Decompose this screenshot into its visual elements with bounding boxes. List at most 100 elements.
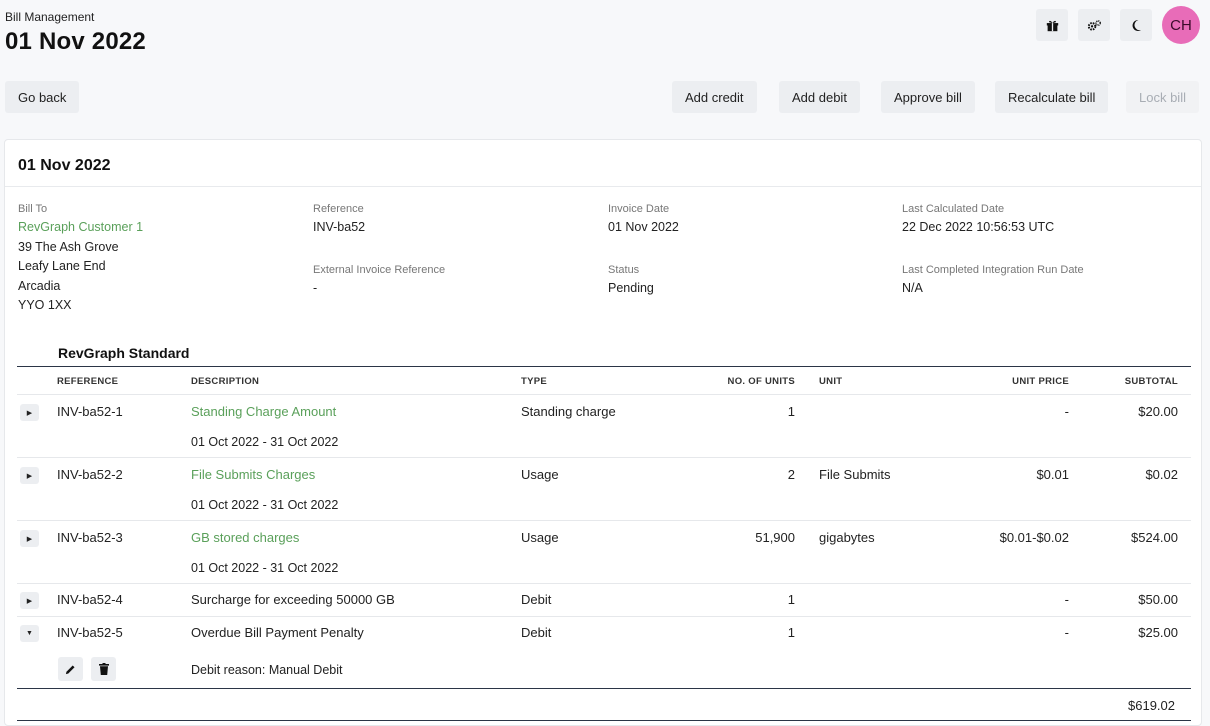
expand-row-button[interactable]: ▶ — [20, 592, 39, 609]
card-title: 01 Nov 2022 — [18, 157, 111, 174]
row-units: 51,900 — [755, 530, 795, 545]
external-reference-label: External Invoice Reference — [313, 264, 446, 276]
row-reference: INV-ba52-4 — [57, 592, 123, 607]
row-reference: INV-ba52-2 — [57, 467, 123, 482]
row-period: 01 Oct 2022 - 31 Oct 2022 — [191, 498, 339, 512]
row-reference: INV-ba52-3 — [57, 530, 123, 545]
last-calculated-label: Last Calculated Date — [902, 203, 1005, 215]
avatar[interactable]: CH — [1162, 6, 1200, 44]
row-period: 01 Oct 2022 - 31 Oct 2022 — [191, 561, 339, 575]
row-type: Debit — [521, 592, 552, 607]
row-subtotal: $20.00 — [1138, 404, 1178, 419]
trash-icon — [98, 663, 109, 675]
last-integration-value: N/A — [902, 281, 923, 295]
go-back-button[interactable]: Go back — [5, 81, 80, 113]
last-integration-block: Last Completed Integration Run Date N/A — [902, 261, 1084, 299]
row-description: Overdue Bill Payment Penalty — [191, 625, 364, 640]
reference-value: INV-ba52 — [313, 220, 366, 234]
row-unit: gigabytes — [819, 530, 875, 545]
row-description-link[interactable]: Standing Charge Amount — [191, 404, 337, 419]
row-subtotal: $0.02 — [1145, 467, 1178, 482]
row-unit-price: - — [1064, 404, 1069, 419]
bottom-divider — [17, 720, 1191, 721]
header-actions: CH — [1036, 6, 1200, 44]
row-units: 1 — [787, 404, 795, 419]
address-line: 39 The Ash Grove — [18, 239, 119, 254]
table-row: ▶ INV-ba52-4 Surcharge for exceeding 500… — [17, 584, 1191, 617]
address-line: YYO 1XX — [18, 298, 72, 312]
moon-icon[interactable] — [1120, 9, 1152, 41]
address-line: Leafy Lane End — [18, 259, 106, 273]
invoice-date-label: Invoice Date — [608, 203, 670, 215]
line-items-table: REFERENCE DESCRIPTION TYPE NO. OF UNITS … — [17, 366, 1191, 687]
row-type: Usage — [521, 530, 559, 545]
row-description-link[interactable]: GB stored charges — [191, 530, 300, 545]
page-subtitle: Bill Management — [5, 10, 95, 24]
bill-card: 01 Nov 2022 Bill To RevGraph Customer 1 … — [4, 139, 1202, 726]
table-header: REFERENCE DESCRIPTION TYPE NO. OF UNITS … — [17, 367, 1191, 395]
total-divider — [17, 688, 1191, 689]
expand-row-button[interactable]: ▶ — [20, 404, 39, 421]
status-value: Pending — [608, 281, 654, 295]
last-calculated-block: Last Calculated Date 22 Dec 2022 10:56:5… — [902, 200, 1054, 238]
row-description-link[interactable]: File Submits Charges — [191, 467, 316, 482]
lock-bill-button[interactable]: Lock bill — [1126, 81, 1199, 113]
avatar-initials: CH — [1170, 16, 1192, 34]
column-header-description: DESCRIPTION — [191, 376, 260, 387]
approve-bill-button[interactable]: Approve bill — [881, 81, 975, 113]
card-divider — [5, 186, 1201, 187]
add-debit-button[interactable]: Add debit — [779, 81, 860, 113]
bill-total: $619.02 — [1128, 698, 1175, 713]
column-header-subtotal: SUBTOTAL — [1124, 376, 1178, 387]
column-header-unit: UNIT — [819, 376, 843, 387]
expand-row-button[interactable]: ▶ — [20, 530, 39, 547]
column-header-unit-price: UNIT PRICE — [1012, 376, 1069, 387]
row-unit: File Submits — [819, 467, 891, 482]
last-calculated-value: 22 Dec 2022 10:56:53 UTC — [902, 220, 1055, 234]
row-reference: INV-ba52-5 — [57, 625, 123, 640]
cogs-icon[interactable] — [1078, 9, 1110, 41]
delete-button[interactable] — [91, 657, 116, 681]
row-subtotal: $524.00 — [1131, 530, 1178, 545]
row-type: Standing charge — [521, 404, 616, 419]
column-header-units: NO. OF UNITS — [727, 376, 795, 387]
status-block: Status Pending — [608, 261, 654, 299]
add-credit-button[interactable]: Add credit — [672, 81, 757, 113]
expand-row-button[interactable]: ▶ — [20, 467, 39, 484]
gift-icon[interactable] — [1036, 9, 1068, 41]
edit-button[interactable] — [58, 657, 83, 681]
row-unit-price: $0.01-$0.02 — [999, 530, 1069, 545]
invoice-date-value: 01 Nov 2022 — [608, 220, 679, 234]
table-row: ▶ INV-ba52-3 GB stored charges Usage 51,… — [17, 521, 1191, 584]
address-line: Arcadia — [18, 278, 61, 293]
reference-block: Reference INV-ba52 — [313, 200, 365, 238]
last-integration-label: Last Completed Integration Run Date — [902, 264, 1084, 276]
table-row: ▼ INV-ba52-5 Overdue Bill Payment Penalt… — [17, 617, 1191, 687]
column-header-type: TYPE — [521, 376, 548, 387]
row-reference: INV-ba52-1 — [57, 404, 123, 419]
table-row: ▶ INV-ba52-2 File Submits Charges Usage … — [17, 458, 1191, 521]
row-unit-price: - — [1064, 592, 1069, 607]
bill-to-block: Bill To RevGraph Customer 1 39 The Ash G… — [18, 200, 143, 316]
collapse-row-button[interactable]: ▼ — [20, 625, 39, 642]
row-description: Surcharge for exceeding 50000 GB — [191, 592, 395, 607]
row-unit-price: - — [1064, 625, 1069, 640]
row-period: 01 Oct 2022 - 31 Oct 2022 — [191, 435, 339, 449]
column-header-reference: REFERENCE — [57, 376, 119, 387]
debit-reason: Debit reason: Manual Debit — [191, 663, 343, 677]
row-unit-price: $0.01 — [1036, 467, 1069, 482]
row-type: Debit — [521, 625, 552, 640]
row-subtotal: $50.00 — [1138, 592, 1178, 607]
customer-link[interactable]: RevGraph Customer 1 — [18, 220, 144, 234]
pencil-icon — [65, 664, 75, 674]
table-row: ▶ INV-ba52-1 Standing Charge Amount Stan… — [17, 395, 1191, 458]
row-type: Usage — [521, 467, 559, 482]
recalculate-bill-button[interactable]: Recalculate bill — [995, 81, 1109, 113]
external-reference-value: - — [313, 281, 318, 295]
row-units: 1 — [787, 592, 795, 607]
status-label: Status — [608, 264, 640, 276]
page-title: 01 Nov 2022 — [5, 28, 146, 55]
row-units: 1 — [787, 625, 795, 640]
row-units: 2 — [787, 467, 795, 482]
reference-label: Reference — [313, 203, 364, 215]
